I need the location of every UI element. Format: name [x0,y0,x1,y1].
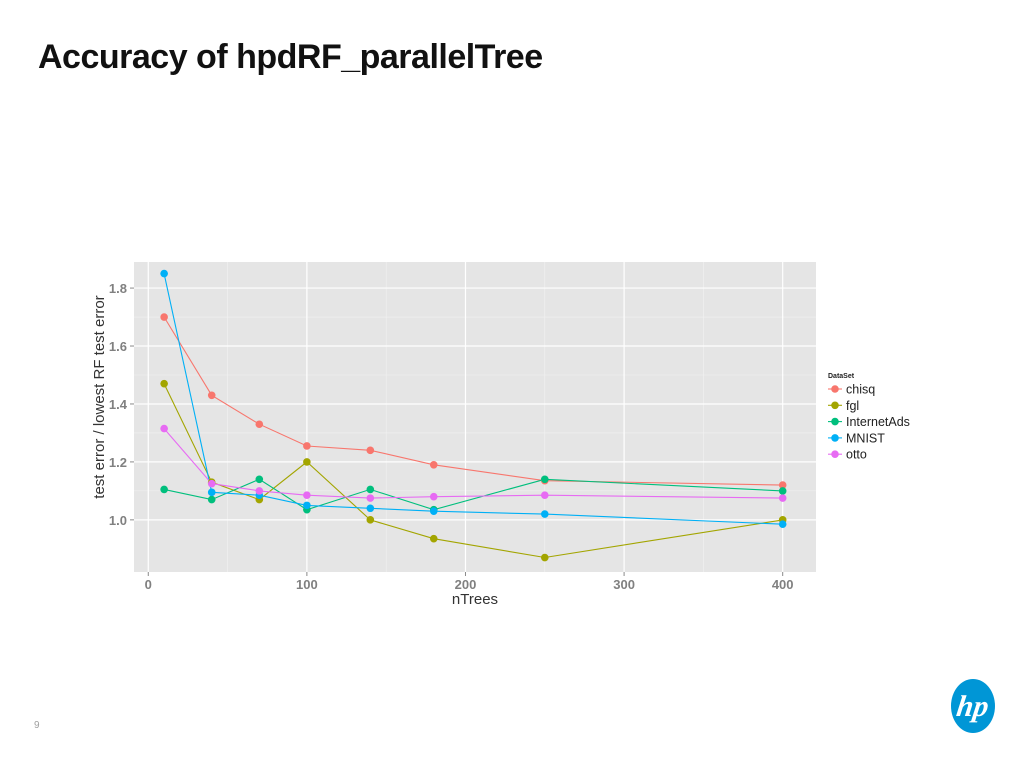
data-point-otto [540,491,549,500]
page-number: 9 [34,720,40,731]
data-point-mnist [303,501,311,510]
data-point-mnist [540,510,549,518]
x-tick-label: 200 [455,577,477,592]
data-point-otto [778,494,787,502]
y-tick-label: 1.2 [109,455,127,470]
x-tick-label: 0 [145,577,152,592]
series-line-mnist [163,273,783,525]
data-point-mnist [778,520,787,528]
x-tick-label: 100 [296,577,318,592]
data-point-otto [255,487,264,495]
data-point-internetads [540,475,549,484]
data-point-mnist [366,504,375,513]
legend-key-point [831,385,839,393]
data-point-mnist [429,507,438,515]
y-tick-label: 1.4 [109,397,128,412]
data-point-mnist [160,269,168,278]
axes: 0 100 200 300 400 1.0 1.2 1.4 1.6 1.8 nTrees test e… [91,281,794,608]
y-tick-label: 1.8 [109,281,127,296]
slide-title: Accuracy of hpdRF_parallelTree [38,38,543,76]
data-point-chisq [303,442,311,450]
data-point-chisq [160,313,168,321]
y-axis-label: test error / lowest RF test error [91,295,108,498]
x-axis-label: nTrees [452,591,498,608]
y-tick-label: 1.0 [109,513,127,528]
data-point-internetads [160,485,168,494]
data-point-fgl [540,553,549,562]
data-point-internetads [366,485,375,494]
data-point-chisq [778,481,787,489]
plot-background [134,262,816,572]
data-point-fgl [366,516,375,524]
data-point-chisq [207,391,216,400]
data-points [160,269,787,562]
legend-key-point [831,450,839,459]
data-point-otto [207,479,216,488]
y-tick-label: 1.6 [109,339,127,354]
series-line-otto [163,428,783,499]
data-point-chisq [255,420,264,429]
legend-label-otto: otto [846,448,867,462]
hp-logo-text: hp [955,689,991,723]
legend-key-point [831,434,839,442]
data-point-internetads [207,495,216,504]
legend: DataSet chisq fgl InternetAds MNIST otto [828,373,910,462]
legend-key-point [831,401,839,410]
data-point-otto [160,424,168,433]
series-lines [163,273,783,559]
data-point-mnist [207,488,216,497]
data-point-fgl [429,534,438,543]
legend-key-point [831,417,839,426]
legend-label-internetads: InternetAds [846,415,910,429]
data-point-otto [303,491,311,500]
data-point-chisq [429,461,438,469]
data-point-internetads [778,487,787,495]
x-tick-label: 300 [613,577,635,592]
data-point-otto [366,494,375,502]
data-point-fgl [303,458,311,466]
legend-label-chisq: chisq [846,383,875,397]
plot-panel [134,262,816,572]
data-point-chisq [366,446,375,455]
series-line-internetads [163,478,783,511]
data-point-otto [429,492,438,501]
data-point-internetads [255,475,264,484]
legend-label-fgl: fgl [846,399,859,413]
hp-logo-icon: hp [951,679,995,733]
legend-label-mnist: MNIST [846,431,885,445]
grid-lines [134,262,816,572]
x-tick-label: 400 [772,577,794,592]
data-point-fgl [160,379,168,388]
series-line-chisq [163,316,783,486]
legend-title: DataSet [828,373,855,380]
